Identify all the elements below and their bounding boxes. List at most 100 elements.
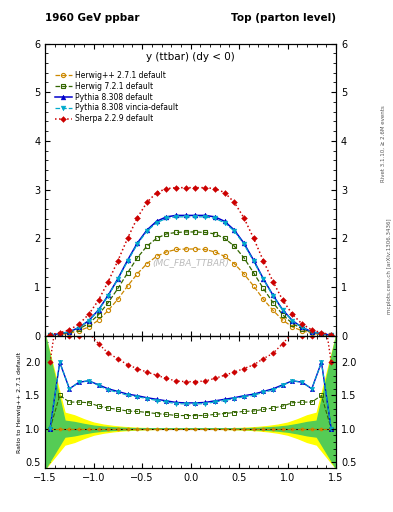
Herwig++ 2.7.1 default <box>145 261 149 267</box>
Sherpa 2.2.9 default <box>184 185 188 191</box>
Pythia 8.308 default <box>77 324 81 330</box>
Pythia 8.308 default <box>86 317 91 324</box>
Sherpa 2.2.9 default <box>251 235 256 241</box>
Pythia 8.308 default <box>125 257 130 263</box>
Herwig 7.2.1 default <box>222 235 227 241</box>
Pythia 8.308 vincia-default <box>135 241 140 247</box>
Sherpa 2.2.9 default <box>135 215 140 221</box>
Herwig++ 2.7.1 default <box>135 271 140 277</box>
Text: y (ttbar) (dy < 0): y (ttbar) (dy < 0) <box>146 52 235 62</box>
Pythia 8.308 default <box>193 212 198 219</box>
Sherpa 2.2.9 default <box>329 332 334 338</box>
Pythia 8.308 default <box>184 212 188 219</box>
Pythia 8.308 default <box>57 331 62 337</box>
Pythia 8.308 default <box>290 317 295 324</box>
Text: mcplots.cern.ch [arXiv:1306.3436]: mcplots.cern.ch [arXiv:1306.3436] <box>387 219 391 314</box>
Herwig 7.2.1 default <box>116 285 120 291</box>
Sherpa 2.2.9 default <box>213 185 217 191</box>
Sherpa 2.2.9 default <box>125 235 130 241</box>
Sherpa 2.2.9 default <box>48 332 52 338</box>
Herwig 7.2.1 default <box>242 254 246 261</box>
Pythia 8.308 vincia-default <box>280 307 285 313</box>
Pythia 8.308 vincia-default <box>77 324 81 330</box>
Pythia 8.308 vincia-default <box>319 331 324 337</box>
Herwig++ 2.7.1 default <box>222 253 227 260</box>
Pythia 8.308 default <box>48 332 52 338</box>
Herwig++ 2.7.1 default <box>271 307 275 313</box>
Herwig 7.2.1 default <box>174 229 178 236</box>
Pythia 8.308 vincia-default <box>222 220 227 226</box>
Herwig++ 2.7.1 default <box>193 246 198 252</box>
Herwig++ 2.7.1 default <box>242 271 246 277</box>
Herwig 7.2.1 default <box>309 329 314 335</box>
Pythia 8.308 default <box>300 324 305 330</box>
Herwig++ 2.7.1 default <box>125 283 130 289</box>
Pythia 8.308 vincia-default <box>232 228 237 234</box>
Pythia 8.308 default <box>213 214 217 220</box>
Herwig++ 2.7.1 default <box>184 246 188 252</box>
Y-axis label: Ratio to Herwig++ 2.7.1 default: Ratio to Herwig++ 2.7.1 default <box>17 352 22 453</box>
Pythia 8.308 vincia-default <box>125 258 130 264</box>
Pythia 8.308 vincia-default <box>290 317 295 324</box>
Herwig 7.2.1 default <box>125 270 130 276</box>
Herwig 7.2.1 default <box>319 331 324 337</box>
Herwig++ 2.7.1 default <box>57 332 62 338</box>
Pythia 8.308 vincia-default <box>48 332 52 338</box>
Pythia 8.308 default <box>96 307 101 313</box>
Pythia 8.308 vincia-default <box>213 215 217 221</box>
Pythia 8.308 vincia-default <box>242 241 246 247</box>
Herwig++ 2.7.1 default <box>213 249 217 255</box>
Pythia 8.308 default <box>251 257 256 263</box>
Pythia 8.308 default <box>164 214 169 220</box>
Herwig 7.2.1 default <box>203 229 208 236</box>
Sherpa 2.2.9 default <box>319 330 324 336</box>
Sherpa 2.2.9 default <box>290 311 295 317</box>
Line: Sherpa 2.2.9 default: Sherpa 2.2.9 default <box>48 185 333 337</box>
Pythia 8.308 vincia-default <box>174 214 178 220</box>
Pythia 8.308 default <box>261 275 266 282</box>
Pythia 8.308 default <box>116 275 120 282</box>
Herwig++ 2.7.1 default <box>106 307 110 313</box>
Pythia 8.308 default <box>174 212 178 219</box>
Pythia 8.308 default <box>271 292 275 298</box>
Pythia 8.308 vincia-default <box>309 329 314 335</box>
Pythia 8.308 vincia-default <box>203 214 208 220</box>
Text: 1960 GeV ppbar: 1960 GeV ppbar <box>45 13 140 23</box>
Herwig 7.2.1 default <box>232 243 237 249</box>
Herwig 7.2.1 default <box>86 321 91 327</box>
Herwig 7.2.1 default <box>271 300 275 306</box>
Text: Rivet 3.1.10, ≥ 2.6M events: Rivet 3.1.10, ≥ 2.6M events <box>381 105 386 182</box>
Herwig++ 2.7.1 default <box>232 261 237 267</box>
Herwig++ 2.7.1 default <box>86 324 91 330</box>
Sherpa 2.2.9 default <box>116 258 120 264</box>
Pythia 8.308 default <box>232 227 237 233</box>
Pythia 8.308 default <box>203 212 208 219</box>
Pythia 8.308 default <box>319 331 324 337</box>
Herwig 7.2.1 default <box>48 332 52 338</box>
Herwig++ 2.7.1 default <box>251 283 256 289</box>
Sherpa 2.2.9 default <box>86 311 91 317</box>
Herwig++ 2.7.1 default <box>174 246 178 252</box>
Herwig 7.2.1 default <box>145 243 149 249</box>
Pythia 8.308 vincia-default <box>193 214 198 220</box>
Herwig++ 2.7.1 default <box>116 296 120 302</box>
Sherpa 2.2.9 default <box>145 199 149 205</box>
Herwig 7.2.1 default <box>213 231 217 237</box>
Herwig 7.2.1 default <box>261 285 266 291</box>
Pythia 8.308 vincia-default <box>154 220 159 226</box>
Sherpa 2.2.9 default <box>164 185 169 191</box>
Text: (MC_FBA_TTBAR): (MC_FBA_TTBAR) <box>152 258 229 267</box>
Pythia 8.308 vincia-default <box>300 324 305 330</box>
Herwig 7.2.1 default <box>57 331 62 337</box>
Sherpa 2.2.9 default <box>300 321 305 327</box>
Sherpa 2.2.9 default <box>261 258 266 264</box>
Herwig 7.2.1 default <box>329 332 334 338</box>
Herwig++ 2.7.1 default <box>300 328 305 334</box>
Pythia 8.308 default <box>242 240 246 246</box>
Pythia 8.308 vincia-default <box>271 293 275 299</box>
Sherpa 2.2.9 default <box>280 297 285 303</box>
Herwig++ 2.7.1 default <box>261 296 266 302</box>
Pythia 8.308 vincia-default <box>86 317 91 324</box>
Pythia 8.308 vincia-default <box>329 332 334 338</box>
Herwig 7.2.1 default <box>135 254 140 261</box>
